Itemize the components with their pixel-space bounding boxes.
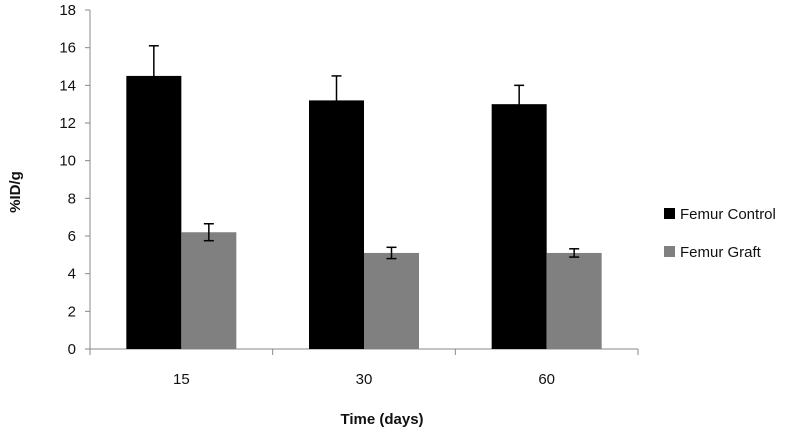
- y-tick-label: 14: [59, 77, 76, 94]
- y-tick-label: 2: [68, 303, 76, 320]
- legend-label: Femur Graft: [680, 244, 762, 261]
- y-tick-label: 0: [68, 341, 76, 358]
- legend-label: Femur Control: [680, 206, 776, 223]
- y-tick-label: 6: [68, 228, 76, 245]
- y-axis: 0 2 4 6 8 10 12 14 16 18: [59, 2, 91, 358]
- bar-femur-graft-15: [181, 232, 237, 349]
- y-axis-title: %ID/g: [7, 171, 24, 213]
- y-tick-label: 10: [59, 153, 76, 170]
- x-tick-label: 60: [538, 371, 555, 388]
- legend-swatch-femur-graft: [664, 246, 675, 257]
- y-tick-label: 16: [59, 40, 76, 57]
- bar-femur-control-30: [309, 100, 364, 350]
- x-tick-label: 30: [356, 371, 373, 388]
- y-tick-label: 8: [68, 190, 76, 207]
- x-tick-label: 15: [173, 371, 190, 388]
- bars: [126, 45, 602, 350]
- x-axis: 15 30 60: [89, 348, 639, 388]
- y-tick-label: 18: [59, 2, 76, 19]
- y-tick-label: 12: [59, 115, 76, 132]
- bar-femur-control-60: [491, 104, 547, 350]
- legend: Femur Control Femur Graft: [664, 206, 776, 261]
- bar-femur-graft-30: [364, 252, 419, 349]
- bar-femur-control-15: [126, 75, 182, 350]
- y-tick-label: 4: [68, 266, 76, 283]
- legend-swatch-femur-control: [664, 208, 675, 219]
- bar-femur-graft-60: [546, 252, 602, 349]
- x-axis-title: Time (days): [340, 411, 423, 428]
